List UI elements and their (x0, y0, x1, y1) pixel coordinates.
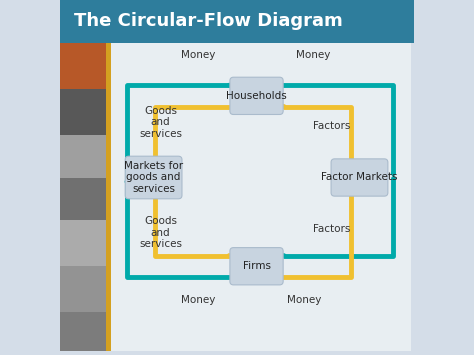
Text: Money: Money (296, 50, 330, 60)
FancyArrowPatch shape (155, 178, 229, 256)
FancyArrowPatch shape (280, 85, 393, 173)
Text: Money: Money (181, 50, 215, 60)
FancyBboxPatch shape (60, 0, 414, 43)
FancyBboxPatch shape (60, 43, 109, 89)
Text: Factors: Factors (313, 224, 351, 234)
Text: Households: Households (226, 91, 287, 101)
FancyBboxPatch shape (60, 89, 109, 135)
FancyBboxPatch shape (60, 266, 109, 312)
Text: Money: Money (287, 295, 322, 305)
Text: Factors: Factors (313, 121, 351, 131)
FancyBboxPatch shape (60, 43, 109, 351)
Text: Goods
and
services: Goods and services (139, 216, 182, 249)
FancyBboxPatch shape (331, 159, 388, 196)
Text: Factor Markets: Factor Markets (321, 173, 398, 182)
FancyArrowPatch shape (127, 182, 234, 277)
Text: The Circular-Flow Diagram: The Circular-Flow Diagram (73, 12, 342, 30)
FancyArrowPatch shape (127, 85, 229, 178)
Text: Markets for
goods and
services: Markets for goods and services (124, 161, 183, 194)
FancyBboxPatch shape (125, 156, 182, 199)
FancyArrowPatch shape (284, 178, 393, 256)
FancyBboxPatch shape (60, 220, 109, 266)
Text: Goods
and
services: Goods and services (139, 106, 182, 139)
FancyArrowPatch shape (155, 106, 234, 173)
FancyBboxPatch shape (230, 248, 283, 285)
FancyArrowPatch shape (284, 106, 351, 178)
FancyBboxPatch shape (60, 178, 109, 220)
FancyBboxPatch shape (109, 43, 411, 351)
Text: Firms: Firms (243, 261, 271, 271)
FancyBboxPatch shape (230, 77, 283, 114)
FancyBboxPatch shape (60, 312, 109, 351)
FancyBboxPatch shape (60, 135, 109, 178)
FancyArrowPatch shape (280, 182, 351, 277)
FancyBboxPatch shape (106, 43, 111, 351)
Text: Money: Money (181, 295, 215, 305)
